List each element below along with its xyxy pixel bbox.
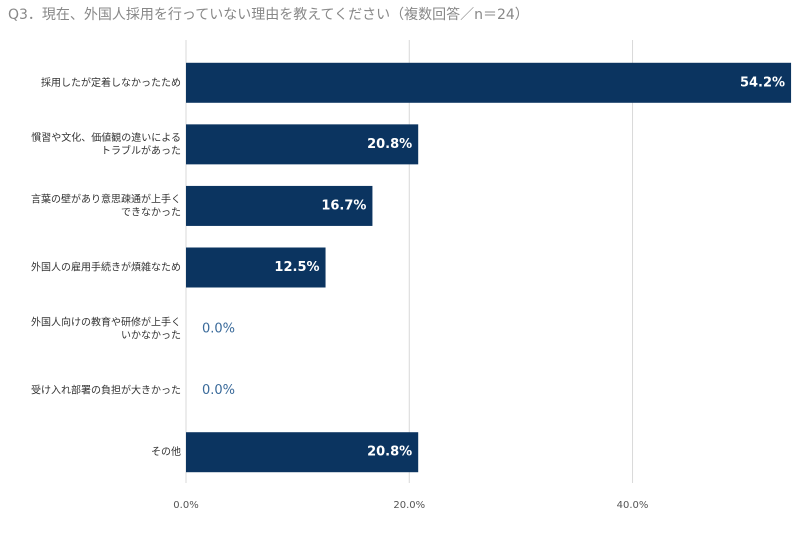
- x-tick-label: 0.0%: [173, 500, 198, 511]
- bar: [186, 124, 419, 165]
- y-tick-label: その他: [151, 445, 181, 458]
- y-tick-label: 慣習や文化、価値観の違いによるトラブルがあった: [31, 131, 181, 157]
- value-label: 54.2%: [740, 75, 785, 90]
- value-label: 20.8%: [367, 445, 412, 460]
- y-tick-label: 受け入れ部署の負担が大きかった: [31, 384, 181, 397]
- x-tick-label: 40.0%: [617, 500, 649, 511]
- y-tick-label: 外国人向けの教育や研修が上手くいかなかった: [31, 316, 181, 342]
- bar: [186, 432, 419, 473]
- bar: [186, 247, 326, 288]
- value-label: 16.7%: [321, 198, 366, 213]
- bar: [186, 185, 373, 226]
- y-tick-label: 外国人の雇用手続きが煩雑なため: [31, 261, 181, 274]
- value-label: 0.0%: [202, 322, 235, 337]
- value-label: 20.8%: [367, 137, 412, 152]
- y-tick-label: 言葉の壁があり意思疎通が上手くできなかった: [31, 192, 181, 218]
- value-label: 12.5%: [274, 260, 319, 275]
- y-tick-label: 採用したが定着しなかったため: [41, 76, 181, 89]
- value-label: 0.0%: [202, 383, 235, 398]
- bar: [186, 62, 792, 103]
- x-tick-label: 20.0%: [393, 500, 425, 511]
- chart-title: Q3．現在、外国人採用を行っていない理由を教えてください（複数回答／n＝24）: [8, 6, 529, 23]
